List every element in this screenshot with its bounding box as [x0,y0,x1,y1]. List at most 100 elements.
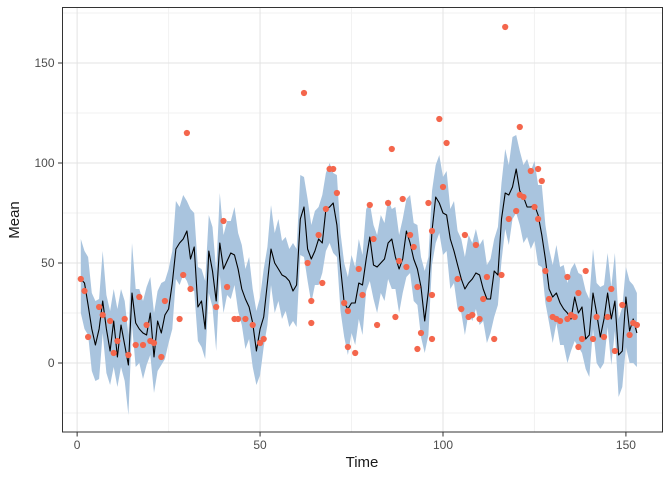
data-point [535,215,542,223]
data-point [344,343,351,351]
data-point [428,335,436,343]
data-point [187,285,194,293]
data-point [626,331,633,339]
data-point [374,321,381,329]
data-point [213,303,220,311]
data-point [385,199,392,207]
data-point [410,243,417,251]
data-point [150,339,158,347]
data-point [480,295,487,303]
y-tick-label: 0 [48,356,55,370]
data-point [224,283,231,291]
data-point [139,341,147,349]
x-tick-label: 100 [433,438,453,452]
data-point [535,165,542,173]
data-point [352,349,359,357]
data-point [158,353,165,361]
data-point [439,183,447,191]
data-point [341,299,348,307]
data-point [176,315,183,323]
data-point [85,333,92,341]
data-point [392,313,399,321]
major-gridlines [62,7,663,432]
data-point [516,123,523,131]
data-point [110,349,117,357]
data-point [242,315,249,323]
data-point [633,321,641,329]
data-point [604,313,611,321]
data-point [77,275,84,283]
data-point [578,335,586,343]
data-point [414,283,421,291]
data-point [414,345,421,353]
data-point [81,287,88,295]
data-point [322,205,329,213]
data-point [589,335,597,343]
data-point [308,319,315,327]
y-tick-label: 100 [34,156,54,170]
data-point [107,317,114,325]
data-point [319,279,326,287]
data-point [304,259,311,267]
data-point [505,215,512,223]
data-point [513,207,520,215]
data-point [161,297,168,305]
data-point [428,291,436,299]
data-point [575,343,582,351]
data-point [333,189,340,197]
data-point [260,335,267,343]
y-tick-label: 50 [41,256,55,270]
data-point [491,335,498,343]
data-point [443,139,450,147]
data-point [396,257,403,265]
data-point [461,231,468,239]
data-point [300,89,308,97]
data-point [619,301,626,309]
data-point [454,275,461,283]
data-point [114,337,121,345]
data-point [564,315,571,323]
y-tick-label: 150 [34,56,54,70]
data-point [235,315,242,323]
data-point [571,313,578,321]
data-point [407,231,414,239]
data-point [344,307,351,315]
data-point [417,329,425,337]
data-point [582,267,589,275]
data-point [399,195,406,203]
data-point [436,115,443,123]
data-point [483,273,490,281]
data-point [425,199,432,207]
data-point [183,129,190,137]
data-point [608,285,615,293]
data-point [520,193,527,201]
mean-line [80,168,638,366]
data-point [611,347,619,355]
data-point [593,313,600,321]
x-tick-label: 50 [253,438,267,452]
axis-ticks [58,62,627,437]
data-point [403,263,410,271]
ribbon-area [80,135,637,415]
data-point [557,317,564,325]
data-point [99,311,106,319]
data-point [527,167,534,175]
data-point [502,23,509,31]
confidence-ribbon [80,135,637,415]
data-point [542,267,549,275]
data-point [538,177,545,185]
axis-tick-labels: 0 50 100 150 0 50 100 150 [34,56,636,452]
data-point [257,339,264,347]
data-point [308,297,315,305]
data-point [136,293,143,301]
data-point [359,291,366,299]
panel-border [62,7,663,433]
data-point [575,289,582,297]
data-point [330,165,337,173]
data-point [125,351,132,359]
data-point [132,341,139,349]
data-point [469,311,476,319]
mean-polyline [80,168,638,366]
